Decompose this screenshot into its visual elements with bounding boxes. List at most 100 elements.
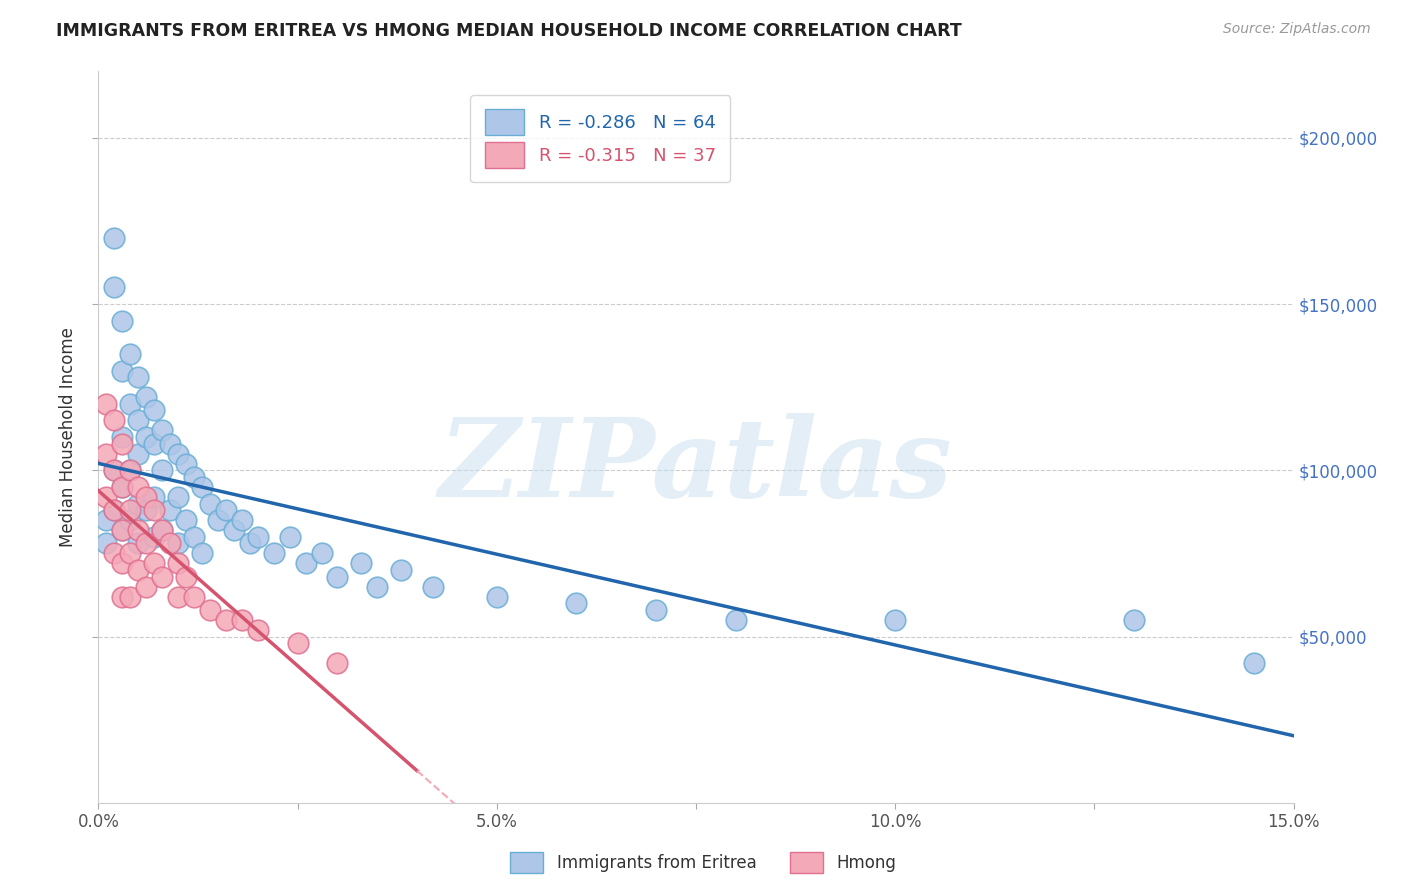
Point [103, 546, 125, 560]
Point [645, 603, 668, 617]
Point [150, 523, 173, 537]
Y-axis label: Median Household Income: Median Household Income [59, 327, 77, 547]
Point [326, 570, 349, 584]
Point [135, 490, 157, 504]
Point [191, 546, 214, 560]
Point [96, 397, 118, 411]
Point [143, 503, 166, 517]
Point [246, 623, 269, 637]
Point [127, 413, 149, 427]
Point [111, 557, 134, 571]
Point [246, 530, 269, 544]
Point [135, 430, 157, 444]
Point [111, 363, 134, 377]
Point [103, 230, 125, 244]
Point [111, 430, 134, 444]
Point [127, 447, 149, 461]
Point [111, 523, 134, 537]
Point [103, 413, 125, 427]
Point [287, 636, 309, 650]
Point [143, 530, 166, 544]
Point [150, 463, 173, 477]
Point [143, 436, 166, 450]
Point [231, 513, 253, 527]
Point [96, 513, 118, 527]
Point [135, 390, 157, 404]
Point [485, 590, 508, 604]
Point [111, 314, 134, 328]
Point [174, 513, 197, 527]
Point [103, 463, 125, 477]
Point [96, 536, 118, 550]
Point [103, 503, 125, 517]
Point [135, 580, 157, 594]
Text: Source: ZipAtlas.com: Source: ZipAtlas.com [1223, 22, 1371, 37]
Point [1123, 613, 1146, 627]
Point [167, 557, 190, 571]
Point [135, 536, 157, 550]
Legend: R = -0.286   N = 64, R = -0.315   N = 37: R = -0.286 N = 64, R = -0.315 N = 37 [470, 95, 731, 182]
Point [326, 656, 349, 670]
Point [884, 613, 907, 627]
Point [96, 447, 118, 461]
Point [389, 563, 412, 577]
Point [565, 596, 588, 610]
Point [120, 347, 142, 361]
Point [111, 480, 134, 494]
Point [231, 613, 253, 627]
Point [150, 570, 173, 584]
Point [215, 613, 238, 627]
Point [198, 603, 221, 617]
Point [127, 480, 149, 494]
Point [111, 590, 134, 604]
Point [159, 436, 181, 450]
Point [120, 590, 142, 604]
Point [207, 513, 229, 527]
Point [183, 590, 205, 604]
Point [222, 523, 245, 537]
Point [111, 523, 134, 537]
Point [120, 463, 142, 477]
Point [143, 557, 166, 571]
Point [278, 530, 301, 544]
Point [422, 580, 444, 594]
Point [183, 530, 205, 544]
Point [120, 463, 142, 477]
Point [127, 563, 149, 577]
Point [96, 490, 118, 504]
Point [127, 497, 149, 511]
Point [120, 546, 142, 560]
Point [150, 424, 173, 438]
Point [167, 490, 190, 504]
Point [174, 570, 197, 584]
Point [167, 447, 190, 461]
Point [191, 480, 214, 494]
Point [143, 490, 166, 504]
Point [167, 590, 190, 604]
Point [111, 436, 134, 450]
Point [183, 470, 205, 484]
Point [143, 403, 166, 417]
Point [120, 503, 142, 517]
Point [120, 513, 142, 527]
Point [111, 480, 134, 494]
Point [215, 503, 238, 517]
Point [103, 463, 125, 477]
Legend: Immigrants from Eritrea, Hmong: Immigrants from Eritrea, Hmong [503, 846, 903, 880]
Text: IMMIGRANTS FROM ERITREA VS HMONG MEDIAN HOUSEHOLD INCOME CORRELATION CHART: IMMIGRANTS FROM ERITREA VS HMONG MEDIAN … [56, 22, 962, 40]
Point [167, 536, 190, 550]
Point [198, 497, 221, 511]
Point [120, 397, 142, 411]
Point [366, 580, 388, 594]
Point [103, 503, 125, 517]
Point [239, 536, 262, 550]
Point [350, 557, 373, 571]
Point [127, 536, 149, 550]
Point [263, 546, 285, 560]
Point [150, 523, 173, 537]
Point [127, 370, 149, 384]
Point [135, 503, 157, 517]
Point [311, 546, 333, 560]
Point [127, 523, 149, 537]
Point [174, 457, 197, 471]
